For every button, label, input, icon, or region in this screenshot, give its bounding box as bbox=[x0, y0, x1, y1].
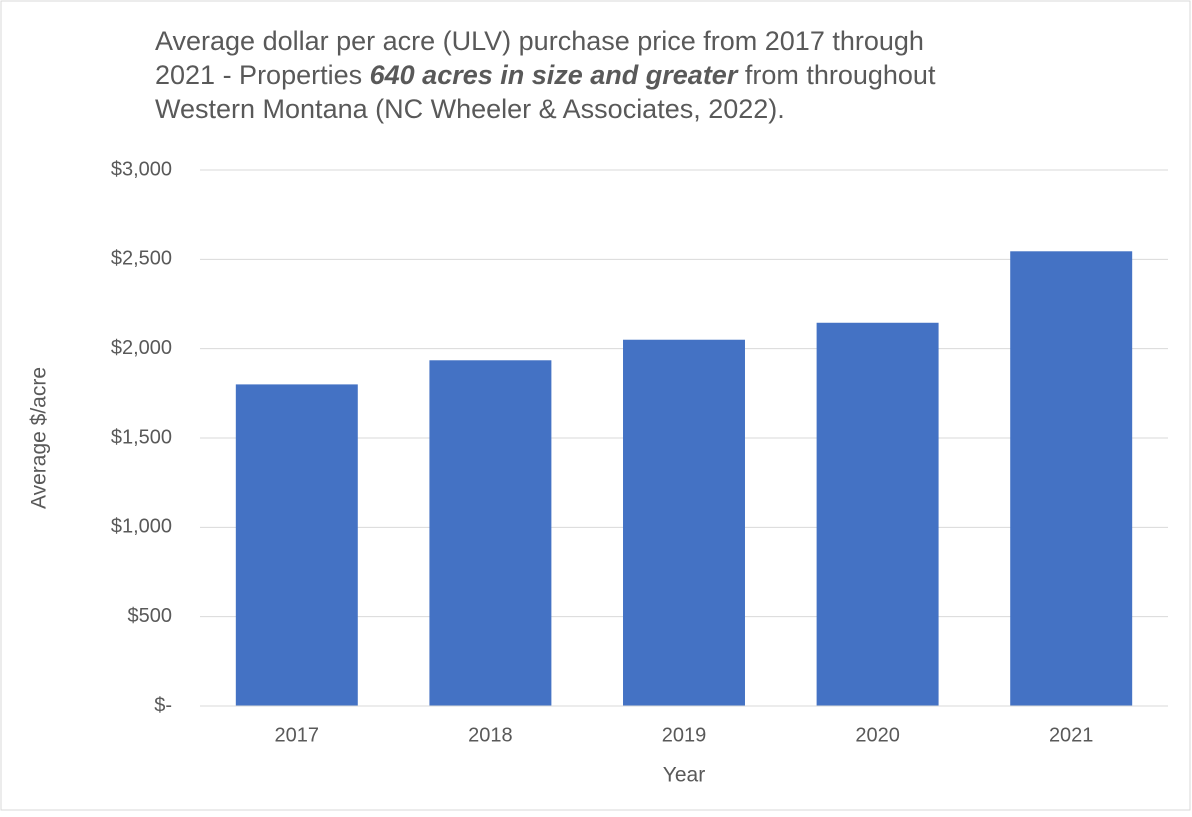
bar bbox=[235, 384, 358, 706]
y-tick-label: $1,000 bbox=[111, 516, 172, 538]
x-tick-label: 2017 bbox=[275, 724, 320, 746]
chart-title-line: Western Montana (NC Wheeler & Associates… bbox=[155, 94, 785, 124]
bar bbox=[1010, 251, 1133, 706]
chart-title-run: Western Montana (NC Wheeler & Associates… bbox=[155, 94, 785, 124]
chart-title-run: 640 acres in size and greater bbox=[370, 60, 739, 90]
chart-title-line: Average dollar per acre (ULV) purchase p… bbox=[155, 26, 924, 56]
y-tick-label: $1,500 bbox=[111, 426, 172, 448]
y-tick-label: $2,000 bbox=[111, 337, 172, 359]
chart-title-run: from throughout bbox=[737, 60, 936, 90]
chart-title-run: 2021 - Properties bbox=[155, 60, 370, 90]
y-tick-label: $- bbox=[154, 694, 172, 716]
chart-title-line: 2021 - Properties 640 acres in size and … bbox=[155, 60, 936, 90]
x-tick-label: 2018 bbox=[468, 724, 513, 746]
x-tick-label: 2021 bbox=[1049, 724, 1094, 746]
bar bbox=[623, 339, 745, 706]
chart-title-run: Average dollar per acre (ULV) purchase p… bbox=[155, 26, 924, 56]
y-tick-label: $500 bbox=[128, 605, 173, 627]
y-tick-label: $3,000 bbox=[111, 158, 172, 180]
x-axis-title: Year bbox=[663, 764, 705, 787]
x-tick-label: 2019 bbox=[662, 724, 707, 746]
bar bbox=[816, 322, 939, 706]
bar bbox=[429, 360, 552, 706]
x-tick-label: 2020 bbox=[855, 724, 900, 746]
y-tick-label: $2,500 bbox=[111, 248, 172, 270]
y-axis-title: Average $/acre bbox=[28, 367, 51, 509]
